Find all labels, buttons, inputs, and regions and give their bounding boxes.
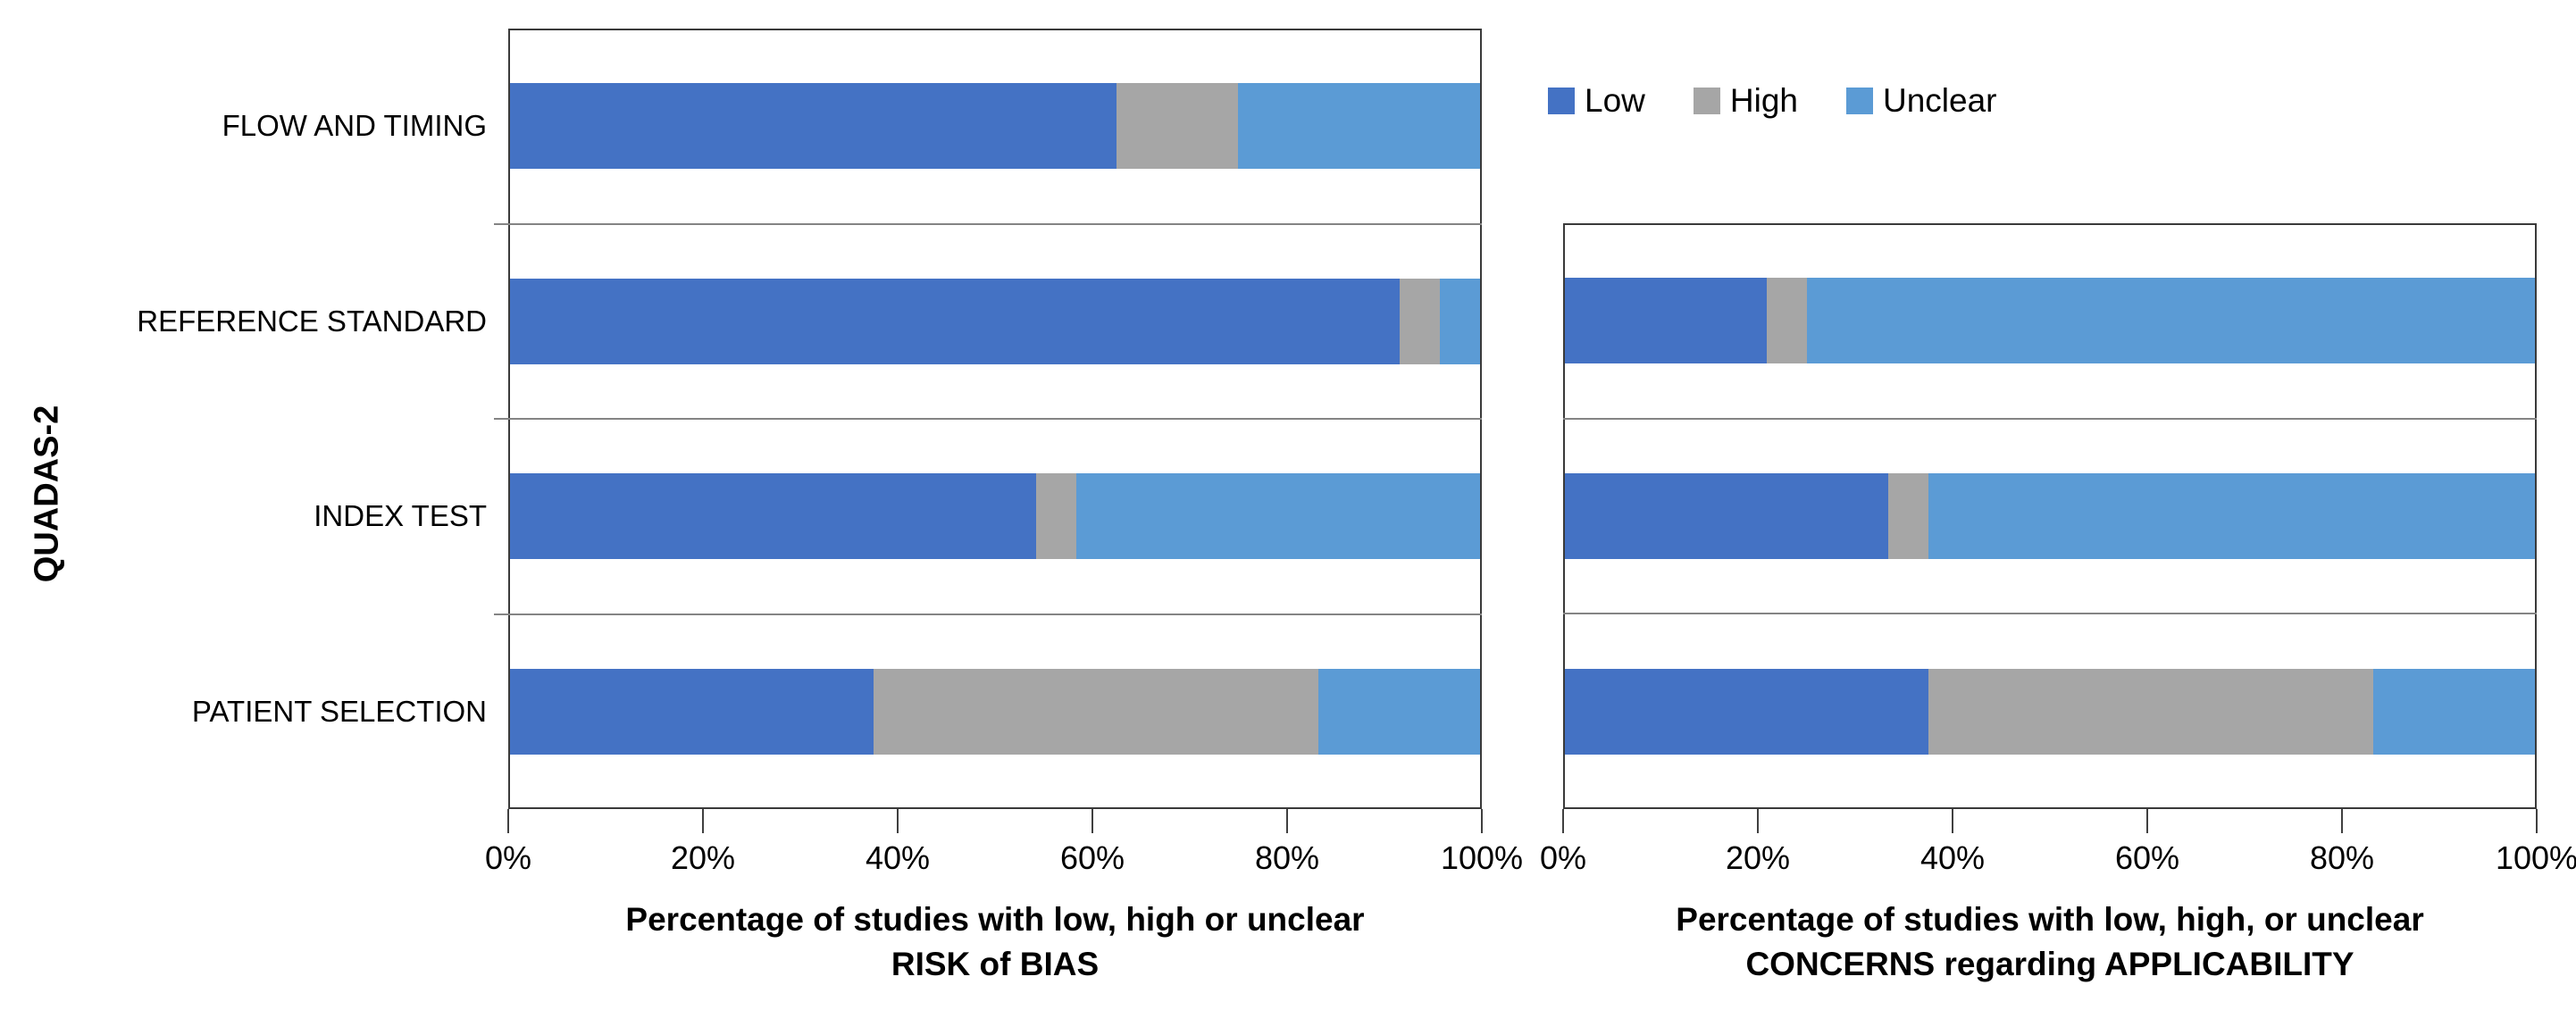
- x-tick-label-0: 0%: [484, 839, 532, 876]
- x-axis-tick: [2146, 809, 2148, 833]
- risk-of-bias-axis-title: Percentage of studies with low, high or …: [508, 897, 1482, 987]
- category-label-patient-selection: PATIENT SELECTION: [191, 695, 487, 728]
- bar-index-test: [1565, 473, 2535, 559]
- category-separator-line: [494, 223, 1482, 225]
- bar-segment-index-test-low: [1565, 473, 1888, 559]
- bar-segment-patient-selection-high: [1928, 669, 2373, 755]
- category-separator-line: [1563, 613, 2537, 614]
- x-tick-label-100: 100%: [2495, 839, 2576, 876]
- bar-segment-patient-selection-high: [874, 669, 1318, 755]
- x-axis-tick: [1481, 809, 1483, 833]
- legend-swatch-high-icon: [1693, 88, 1720, 114]
- x-tick-label-0: 0%: [1539, 839, 1587, 876]
- axis-title-line1: Percentage of studies with low, high, or…: [1676, 901, 2424, 938]
- x-tick-label-20: 20%: [670, 839, 736, 876]
- bar-segment-index-test-high: [1035, 473, 1077, 559]
- bar-patient-selection: [510, 669, 1480, 755]
- x-axis-tick: [1562, 809, 1564, 833]
- x-axis-tick: [2341, 809, 2343, 833]
- x-axis-tick: [1286, 809, 1288, 833]
- x-tick-label-40: 40%: [1919, 839, 1986, 876]
- bar-index-test: [510, 473, 1480, 559]
- axis-title-line2: RISK of BIAS: [891, 946, 1100, 982]
- bar-segment-reference-standard-unclear: [1440, 279, 1480, 364]
- x-axis-tick: [702, 809, 704, 833]
- bar-segment-reference-standard-low: [1565, 278, 1767, 363]
- bar-patient-selection: [1565, 669, 2535, 755]
- x-axis-tick: [1757, 809, 1759, 833]
- bar-reference-standard: [1565, 278, 2535, 363]
- bar-segment-reference-standard-unclear: [1807, 278, 2535, 363]
- bar-segment-flow-and-timing-unclear: [1237, 83, 1480, 169]
- legend-label-unclear: Unclear: [1883, 82, 1997, 119]
- category-separator-line: [494, 418, 1482, 420]
- axis-title-line1: Percentage of studies with low, high or …: [625, 901, 1365, 938]
- x-tick-label-60: 60%: [2114, 839, 2180, 876]
- legend-swatch-low-icon: [1548, 88, 1575, 114]
- x-tick-label-80: 80%: [1254, 839, 1320, 876]
- x-axis-tick: [1091, 809, 1093, 833]
- y-axis-title: QUADAS-2: [28, 405, 66, 583]
- applicability-plot: [1563, 223, 2537, 809]
- bar-segment-patient-selection-low: [1565, 669, 1929, 755]
- bar-segment-flow-and-timing-high: [1116, 83, 1238, 169]
- bar-segment-reference-standard-high: [1399, 279, 1441, 364]
- legend-label-high: High: [1729, 82, 1798, 119]
- x-tick-label-80: 80%: [2309, 839, 2375, 876]
- legend: Low High Unclear: [1548, 82, 1997, 120]
- x-tick-label-100: 100%: [1440, 839, 1524, 876]
- x-tick-label-40: 40%: [865, 839, 931, 876]
- category-separator-line: [494, 614, 1482, 615]
- bar-segment-index-test-unclear: [1928, 473, 2535, 559]
- bar-segment-index-test-unclear: [1076, 473, 1480, 559]
- category-separator-line: [1563, 418, 2537, 420]
- bar-segment-reference-standard-low: [510, 279, 1400, 364]
- x-axis-tick: [897, 809, 899, 833]
- legend-label-low: Low: [1585, 82, 1645, 119]
- legend-item-unclear: Unclear: [1846, 82, 1997, 120]
- x-axis-tick: [1952, 809, 1953, 833]
- axis-title-line2: CONCERNS regarding APPLICABILITY: [1745, 946, 2354, 982]
- bar-segment-flow-and-timing-low: [510, 83, 1117, 169]
- bar-segment-index-test-high: [1887, 473, 1929, 559]
- applicability-axis-title: Percentage of studies with low, high, or…: [1563, 897, 2537, 987]
- category-label-index-test: INDEX TEST: [314, 499, 487, 532]
- bar-reference-standard: [510, 279, 1480, 364]
- bar-flow-and-timing: [510, 83, 1480, 169]
- bar-segment-reference-standard-high: [1766, 278, 1808, 363]
- legend-item-low: Low: [1548, 82, 1645, 120]
- bar-segment-patient-selection-unclear: [2372, 669, 2535, 755]
- legend-swatch-unclear-icon: [1846, 88, 1873, 114]
- x-axis-tick: [507, 809, 509, 833]
- category-label-reference-standard: REFERENCE STANDARD: [137, 305, 487, 338]
- x-axis-tick: [2536, 809, 2538, 833]
- bar-segment-patient-selection-low: [510, 669, 874, 755]
- bar-segment-index-test-low: [510, 473, 1036, 559]
- x-tick-label-60: 60%: [1059, 839, 1125, 876]
- x-tick-label-20: 20%: [1725, 839, 1791, 876]
- legend-item-high: High: [1693, 82, 1798, 120]
- category-label-flow-and-timing: FLOW AND TIMING: [222, 109, 487, 142]
- bar-segment-patient-selection-unclear: [1317, 669, 1480, 755]
